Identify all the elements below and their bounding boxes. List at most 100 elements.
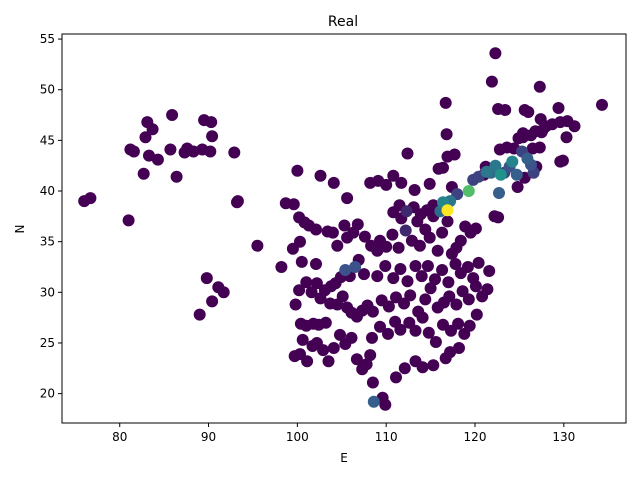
data-point bbox=[453, 342, 465, 354]
data-point bbox=[151, 153, 164, 166]
data-point bbox=[556, 154, 569, 167]
x-tick-label: 90 bbox=[201, 430, 216, 444]
data-point bbox=[442, 276, 455, 289]
y-axis-label: N bbox=[13, 225, 27, 234]
data-point bbox=[398, 362, 411, 375]
data-point bbox=[436, 226, 449, 239]
data-point bbox=[409, 324, 422, 337]
y-tick-label: 35 bbox=[40, 235, 55, 249]
data-point bbox=[217, 286, 230, 299]
y-tick-label: 45 bbox=[40, 133, 55, 147]
data-point bbox=[443, 290, 456, 303]
data-point bbox=[336, 290, 349, 303]
data-point bbox=[382, 327, 394, 340]
data-point bbox=[170, 170, 183, 183]
data-point bbox=[317, 344, 330, 357]
data-point bbox=[412, 305, 425, 318]
data-point bbox=[395, 176, 408, 189]
x-tick-label: 130 bbox=[552, 430, 575, 444]
data-point bbox=[164, 143, 177, 156]
data-point bbox=[301, 355, 314, 368]
x-axis-ticks: 80 90 100 110 120 130 bbox=[112, 423, 575, 444]
data-point bbox=[206, 295, 219, 308]
data-point bbox=[200, 272, 213, 285]
data-point bbox=[401, 275, 414, 288]
data-point bbox=[494, 168, 507, 181]
data-point bbox=[492, 103, 505, 115]
data-point bbox=[295, 255, 308, 268]
data-point bbox=[127, 145, 140, 158]
data-point bbox=[326, 226, 339, 239]
data-point bbox=[462, 293, 475, 306]
data-point bbox=[439, 96, 452, 109]
x-tick-label: 110 bbox=[375, 430, 398, 444]
data-point bbox=[358, 230, 371, 243]
data-point bbox=[287, 198, 300, 211]
data-point bbox=[366, 331, 378, 344]
data-point bbox=[485, 75, 498, 88]
data-point bbox=[419, 293, 432, 306]
data-point bbox=[84, 192, 97, 205]
data-point bbox=[489, 47, 502, 60]
data-point bbox=[449, 258, 462, 270]
data-point bbox=[596, 98, 608, 111]
data-point bbox=[452, 317, 465, 330]
data-point bbox=[327, 176, 340, 189]
data-point bbox=[404, 289, 417, 302]
data-point bbox=[294, 235, 306, 248]
data-point bbox=[403, 316, 416, 329]
data-point bbox=[489, 159, 502, 172]
data-point bbox=[429, 336, 442, 348]
data-point bbox=[408, 184, 421, 196]
y-tick-label: 30 bbox=[40, 285, 55, 299]
data-point bbox=[334, 328, 346, 341]
data-point bbox=[401, 147, 414, 160]
y-tick-label: 40 bbox=[40, 184, 55, 198]
data-point bbox=[533, 80, 546, 93]
data-point bbox=[450, 298, 463, 311]
data-point bbox=[480, 165, 493, 178]
data-point bbox=[360, 358, 373, 371]
data-point bbox=[423, 177, 436, 190]
data-point bbox=[526, 142, 539, 155]
data-point bbox=[345, 331, 358, 344]
data-point bbox=[441, 215, 454, 228]
data-point bbox=[380, 178, 393, 191]
data-point bbox=[310, 277, 323, 290]
data-point bbox=[400, 205, 413, 218]
data-point bbox=[139, 131, 152, 144]
chart-title: Real bbox=[328, 14, 358, 30]
data-point bbox=[568, 120, 581, 133]
data-point bbox=[350, 353, 363, 366]
data-point bbox=[275, 261, 288, 273]
data-point bbox=[386, 228, 399, 241]
data-point bbox=[310, 223, 322, 236]
y-tick-label: 25 bbox=[40, 336, 55, 350]
data-point bbox=[371, 244, 384, 257]
data-point bbox=[423, 231, 436, 244]
data-point bbox=[314, 169, 327, 182]
data-point bbox=[467, 272, 480, 285]
data-point bbox=[338, 219, 351, 232]
data-point bbox=[387, 169, 400, 182]
data-point bbox=[305, 286, 318, 299]
data-point bbox=[379, 398, 392, 411]
data-point bbox=[205, 116, 218, 129]
data-point bbox=[416, 361, 429, 374]
data-point bbox=[456, 285, 469, 298]
data-point bbox=[469, 222, 482, 235]
data-point bbox=[380, 240, 393, 253]
data-point bbox=[472, 256, 485, 269]
data-point bbox=[536, 124, 549, 137]
data-point bbox=[322, 355, 335, 368]
data-point bbox=[481, 283, 494, 296]
data-point bbox=[351, 218, 364, 231]
data-point bbox=[193, 308, 206, 321]
plot-frame bbox=[61, 33, 627, 424]
data-point bbox=[517, 131, 529, 144]
x-tick-label: 120 bbox=[464, 430, 487, 444]
data-point bbox=[424, 282, 437, 295]
x-tick-label: 100 bbox=[286, 430, 309, 444]
data-point bbox=[394, 323, 407, 336]
